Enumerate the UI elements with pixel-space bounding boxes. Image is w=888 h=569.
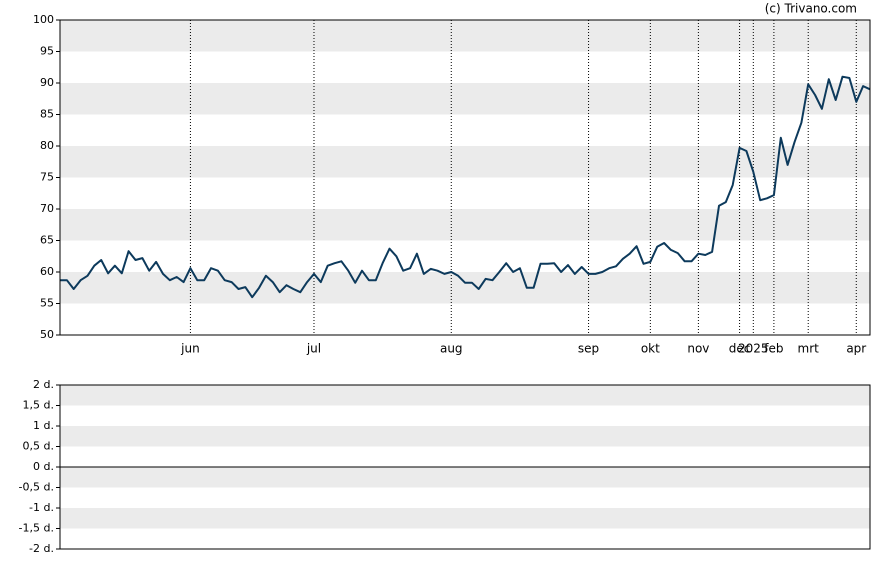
x-tick-label: nov [687, 342, 709, 356]
x-tick-label: sep [578, 342, 599, 356]
x-tick-label: feb [764, 342, 783, 356]
y-tick-label: 60 [40, 265, 54, 278]
y-tick-label: -0,5 d. [19, 481, 54, 494]
y-tick-label: 1,5 d. [23, 399, 54, 412]
y-tick-label: 55 [40, 297, 54, 310]
line-series [60, 75, 871, 299]
y-tick-label: -2 d. [29, 542, 54, 555]
y-tick-label: 2 d. [33, 378, 54, 391]
credit: (c) Trivano.com [765, 2, 857, 16]
y-tick-label: -1,5 d. [19, 522, 54, 535]
y-tick-label: 50 [40, 328, 54, 341]
x-tick-label: jul [306, 342, 321, 356]
grid-band [60, 83, 870, 115]
grid-band [60, 467, 870, 488]
grid-band [60, 272, 870, 304]
grid-band [60, 146, 870, 178]
y-tick-label: 65 [40, 234, 54, 247]
x-tick-label: dec [729, 342, 751, 356]
grid-band [60, 385, 870, 406]
y-tick-label: 100 [33, 13, 54, 26]
x-tick-label: aug [440, 342, 463, 356]
y-tick-label: 85 [40, 108, 54, 121]
grid-band [60, 20, 870, 52]
y-tick-label: 1 d. [33, 419, 54, 432]
x-tick-label: apr [846, 342, 866, 356]
y-tick-label: 0,5 d. [23, 440, 54, 453]
y-tick-label: 75 [40, 171, 54, 184]
grid-band [60, 209, 870, 241]
x-tick-label: 2025 [738, 342, 769, 356]
x-tick-label: mrt [798, 342, 820, 356]
plot-frame [59, 384, 871, 550]
y-tick-label: 80 [40, 139, 54, 152]
y-tick-label: 90 [40, 76, 54, 89]
y-tick-label: 95 [40, 45, 54, 58]
y-tick-label: 0 d. [33, 460, 54, 473]
grid-band [60, 426, 870, 447]
grid-band [60, 508, 870, 529]
y-tick-label: 70 [40, 202, 54, 215]
plot-frame [59, 19, 871, 336]
x-tick-label: jun [180, 342, 200, 356]
y-tick-label: -1 d. [29, 501, 54, 514]
x-tick-label: okt [641, 342, 660, 356]
